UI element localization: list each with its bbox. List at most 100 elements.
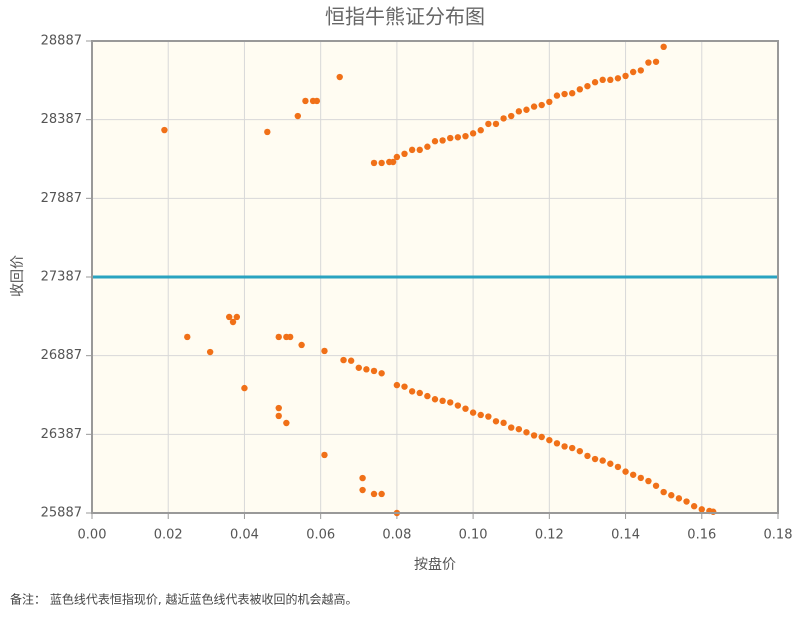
point — [447, 399, 454, 406]
chart-title: 恒指牛熊证分布图 — [325, 5, 485, 29]
point — [508, 112, 515, 120]
x-tick-label: 0.16 — [687, 528, 716, 543]
point — [378, 490, 385, 498]
point — [321, 347, 328, 355]
point — [523, 106, 530, 113]
note: 备注： 蓝色线代表恒指现价, 越近蓝色线代表被收回的机会越高。 — [10, 592, 357, 607]
point — [698, 506, 705, 513]
point — [286, 333, 294, 341]
point — [233, 313, 241, 321]
point — [264, 128, 271, 136]
point — [275, 404, 282, 412]
point — [424, 143, 431, 150]
point — [336, 73, 343, 81]
point — [561, 443, 568, 450]
point — [229, 318, 237, 326]
point — [569, 444, 576, 452]
point — [439, 397, 446, 405]
point — [184, 333, 191, 341]
point — [378, 159, 385, 167]
point — [492, 418, 500, 425]
point — [439, 137, 446, 144]
point — [553, 92, 561, 99]
point — [431, 396, 439, 403]
x-tick-label: 0.14 — [611, 528, 640, 543]
x-tick-label: 0.08 — [382, 528, 411, 543]
point — [599, 457, 606, 464]
point — [622, 72, 629, 80]
plot-area — [91, 40, 779, 514]
y-tick-label: 27887 — [41, 191, 82, 206]
point — [675, 495, 683, 502]
point — [660, 43, 667, 51]
point — [226, 313, 233, 321]
point — [294, 112, 301, 120]
point — [508, 424, 515, 431]
point — [584, 452, 591, 460]
point — [538, 433, 545, 441]
point — [283, 419, 290, 427]
point — [652, 482, 660, 489]
point — [241, 384, 248, 392]
point — [660, 488, 667, 496]
x-tick-label: 0.12 — [535, 528, 564, 543]
point — [668, 492, 675, 499]
y-tick-label: 28387 — [41, 112, 82, 127]
point — [477, 411, 484, 419]
point — [416, 146, 423, 154]
point — [302, 97, 309, 105]
x-tick-label: 0.02 — [154, 528, 183, 543]
x-tick-label: 0.18 — [764, 528, 793, 543]
point — [553, 440, 561, 447]
point — [462, 405, 469, 412]
point — [637, 67, 644, 74]
point — [591, 79, 599, 86]
point — [591, 455, 599, 463]
y-tick-label: 26887 — [41, 348, 82, 363]
point — [469, 130, 477, 137]
point — [454, 402, 462, 409]
point — [275, 333, 282, 341]
point — [416, 389, 423, 397]
point — [515, 108, 523, 115]
point — [622, 468, 629, 475]
point — [378, 370, 385, 377]
point — [454, 134, 462, 141]
point — [683, 498, 690, 505]
point — [576, 86, 584, 93]
point — [645, 59, 652, 66]
point — [485, 120, 492, 128]
point — [538, 101, 545, 109]
y-tick-label: 27387 — [41, 270, 82, 285]
x-axis-label: 按盘价 — [414, 556, 456, 573]
point — [584, 82, 591, 90]
point — [370, 490, 378, 498]
point — [462, 132, 469, 140]
point — [629, 471, 637, 478]
point — [614, 75, 622, 82]
point — [447, 134, 454, 142]
point — [492, 120, 500, 128]
point — [393, 153, 401, 161]
point — [645, 477, 652, 485]
point — [340, 356, 347, 364]
point — [629, 68, 637, 76]
point — [401, 150, 408, 158]
y-tick-label: 25887 — [41, 506, 82, 521]
point — [614, 463, 622, 471]
point — [546, 98, 553, 106]
point — [313, 97, 321, 105]
x-tick-label: 0.10 — [459, 528, 488, 543]
point — [530, 103, 538, 110]
y-tick-label: 26387 — [41, 427, 82, 442]
point — [530, 432, 538, 439]
point — [561, 90, 568, 98]
point — [607, 76, 614, 84]
point — [523, 429, 530, 436]
point — [401, 383, 408, 390]
point — [652, 58, 660, 65]
point — [363, 366, 370, 373]
point — [500, 419, 507, 427]
point — [393, 381, 401, 389]
